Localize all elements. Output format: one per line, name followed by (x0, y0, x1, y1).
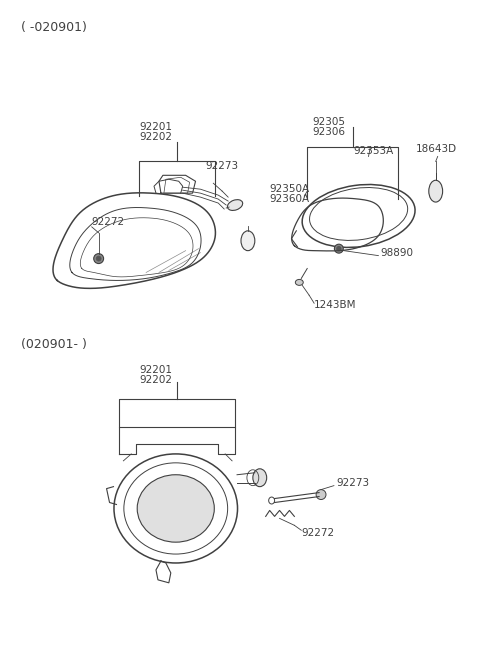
Text: 92305: 92305 (312, 117, 346, 126)
Text: 98890: 98890 (380, 248, 413, 257)
Ellipse shape (335, 244, 343, 253)
Ellipse shape (295, 280, 303, 286)
Ellipse shape (241, 231, 255, 251)
Ellipse shape (228, 200, 243, 210)
Text: 92202: 92202 (140, 132, 172, 141)
Ellipse shape (137, 475, 214, 542)
Text: 18643D: 18643D (416, 145, 457, 155)
Ellipse shape (337, 247, 341, 251)
Ellipse shape (429, 180, 443, 202)
Text: 92202: 92202 (140, 375, 172, 384)
Text: ( -020901): ( -020901) (21, 20, 86, 33)
Ellipse shape (316, 490, 326, 500)
Ellipse shape (94, 253, 104, 263)
Text: 92273: 92273 (336, 477, 369, 488)
Text: 92272: 92272 (92, 217, 125, 227)
Ellipse shape (96, 256, 101, 261)
Text: 92201: 92201 (140, 365, 172, 375)
Text: 1243BM: 1243BM (314, 300, 357, 310)
Text: 92360A: 92360A (270, 194, 310, 204)
Text: 92350A: 92350A (270, 184, 310, 194)
Text: 92201: 92201 (140, 122, 172, 132)
Text: 92273: 92273 (205, 161, 239, 172)
Text: 92306: 92306 (312, 126, 346, 137)
Ellipse shape (253, 469, 267, 487)
Text: (020901- ): (020901- ) (21, 338, 86, 351)
Text: 92272: 92272 (301, 529, 335, 538)
Text: 92353A: 92353A (354, 147, 394, 157)
